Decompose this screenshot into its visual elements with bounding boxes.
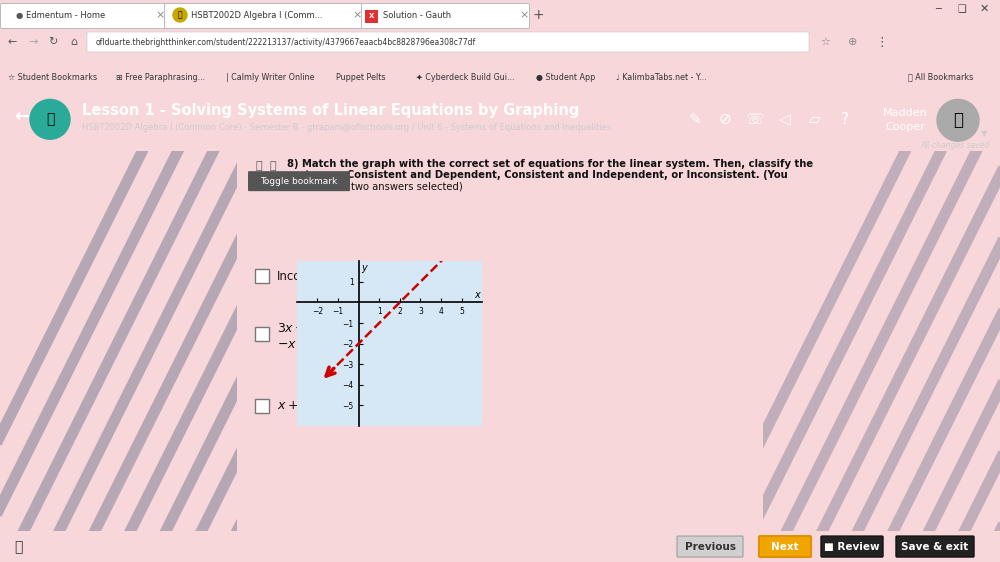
Text: Next: Next [771, 542, 799, 551]
Text: $x+y=0$: $x+y=0$ [277, 398, 332, 414]
Text: 8) Match the graph with the correct set of equations for the linear system. Then: 8) Match the graph with the correct set … [287, 159, 813, 169]
Text: Previous: Previous [684, 542, 736, 551]
Text: Save & exit: Save & exit [901, 542, 969, 551]
Text: ×: × [155, 10, 164, 20]
Text: x: x [474, 290, 480, 300]
Text: Cooper: Cooper [885, 123, 925, 132]
Text: HSBT2002D Algebra I (Common Core) - Semester B - gtrapani@oflschools.org / Unit : HSBT2002D Algebra I (Common Core) - Seme… [82, 123, 611, 132]
Text: ─: ─ [935, 4, 941, 14]
Text: ▱: ▱ [809, 112, 821, 127]
Text: Madden: Madden [883, 108, 927, 119]
Text: Toggle bookmark: Toggle bookmark [260, 176, 338, 185]
FancyBboxPatch shape [164, 3, 362, 29]
Text: Edmentum - Home: Edmentum - Home [26, 11, 105, 20]
Circle shape [30, 99, 70, 139]
Text: ✕: ✕ [980, 4, 989, 14]
FancyBboxPatch shape [0, 3, 166, 29]
Text: ×: × [519, 10, 528, 20]
Text: ◁: ◁ [779, 112, 791, 127]
Text: ♩ KalimbaTabs.net - Y...: ♩ KalimbaTabs.net - Y... [616, 72, 707, 81]
FancyBboxPatch shape [255, 269, 269, 283]
Text: ● Student App: ● Student App [536, 72, 595, 81]
Text: ✦ Cyberdeck Build Gui...: ✦ Cyberdeck Build Gui... [416, 72, 514, 81]
Text: ×: × [352, 10, 361, 20]
Text: Puppet Pelts: Puppet Pelts [336, 72, 386, 81]
Text: 🎓: 🎓 [178, 11, 182, 20]
Text: ⊞ Free Paraphrasing...: ⊞ Free Paraphrasing... [116, 72, 205, 81]
Text: Lesson 1 - Solving Systems of Linear Equations by Graphing: Lesson 1 - Solving Systems of Linear Equ… [82, 103, 579, 118]
Text: 📁 All Bookmarks: 📁 All Bookmarks [908, 72, 973, 81]
Text: ⊘: ⊘ [719, 112, 731, 127]
Text: →: → [28, 37, 37, 47]
FancyBboxPatch shape [896, 536, 974, 557]
FancyBboxPatch shape [87, 32, 809, 52]
Text: $3x-3y=6$: $3x-3y=6$ [277, 321, 348, 337]
Circle shape [937, 99, 979, 141]
Text: ↻: ↻ [48, 37, 57, 47]
Text: ▼: ▼ [981, 129, 988, 138]
FancyBboxPatch shape [255, 327, 269, 341]
Text: X: X [369, 13, 375, 19]
Text: $-x+y=-2$: $-x+y=-2$ [277, 337, 357, 353]
Text: ☆ Student Bookmarks: ☆ Student Bookmarks [8, 72, 97, 81]
FancyBboxPatch shape [248, 171, 350, 191]
FancyBboxPatch shape [255, 399, 269, 413]
Text: system as Consistent and Dependent, Consistent and Independent, or Inconsistent.: system as Consistent and Dependent, Cons… [287, 170, 788, 180]
Text: All changes saved: All changes saved [920, 140, 990, 149]
Text: ⋮: ⋮ [875, 35, 888, 48]
Text: Inconsistent: Inconsistent [277, 270, 349, 283]
Text: ■ Review: ■ Review [824, 542, 880, 551]
FancyBboxPatch shape [362, 3, 530, 29]
Text: oflduarte.thebrightthinker.com/student/222213137/activity/4379667eaacb4bc8828796: oflduarte.thebrightthinker.com/student/2… [96, 38, 476, 47]
Text: should have two answers selected): should have two answers selected) [287, 181, 463, 191]
Text: ⌂: ⌂ [70, 37, 77, 47]
Text: Solution - Gauth: Solution - Gauth [383, 11, 451, 20]
Text: ←: ← [8, 37, 17, 47]
Text: 🔖: 🔖 [270, 161, 277, 171]
Text: | Calmly Writer Online: | Calmly Writer Online [226, 72, 314, 81]
Circle shape [173, 8, 187, 22]
Text: ●: ● [16, 11, 23, 20]
FancyBboxPatch shape [677, 536, 743, 557]
Text: 👤: 👤 [953, 111, 963, 129]
Text: ?: ? [841, 112, 849, 127]
Text: +: + [533, 8, 545, 22]
Bar [365, 10, 378, 23]
FancyBboxPatch shape [759, 536, 811, 557]
Text: y: y [361, 263, 367, 273]
Text: ⏱: ⏱ [14, 540, 22, 554]
Text: ✎: ✎ [689, 112, 701, 127]
Text: ☏: ☏ [745, 112, 765, 127]
Text: ←: ← [14, 108, 29, 126]
Text: ☆: ☆ [820, 37, 830, 47]
Text: ❑: ❑ [957, 4, 966, 14]
Text: HSBT2002D Algebra I (Comm...: HSBT2002D Algebra I (Comm... [191, 11, 322, 20]
FancyBboxPatch shape [821, 536, 883, 557]
Text: ⊕: ⊕ [848, 37, 857, 47]
Text: 🔖: 🔖 [255, 161, 262, 171]
Text: 📖: 📖 [46, 112, 54, 126]
